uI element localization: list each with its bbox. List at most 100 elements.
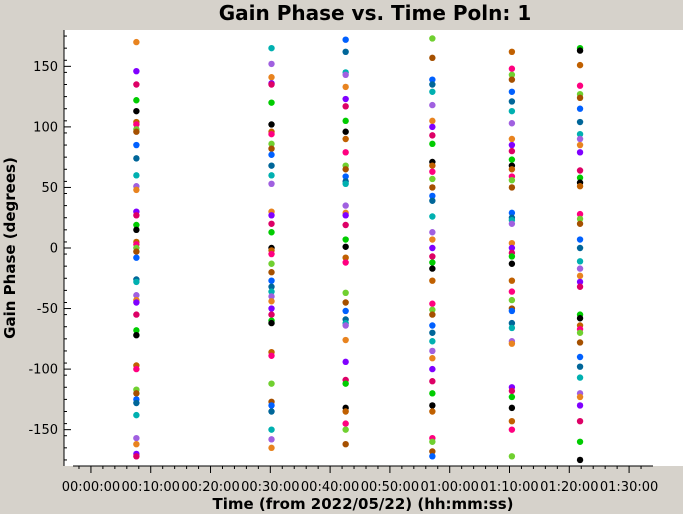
- data-point: [268, 288, 275, 295]
- data-point: [508, 166, 516, 173]
- data-point: [429, 197, 436, 204]
- data-point: [576, 244, 584, 252]
- data-point: [508, 277, 516, 284]
- data-point: [133, 38, 140, 46]
- data-point: [576, 82, 584, 89]
- data-point: [342, 103, 349, 110]
- data-point: [576, 141, 584, 149]
- x-tick-label: 01:00:00: [421, 480, 479, 495]
- data-point: [268, 277, 275, 284]
- data-point: [429, 259, 436, 266]
- data-point: [576, 61, 584, 69]
- x-tick-label: 00:50:00: [361, 480, 419, 495]
- data-point: [429, 117, 436, 125]
- data-point: [576, 94, 584, 102]
- data-point: [429, 76, 436, 83]
- data-point: [342, 289, 349, 297]
- data-point: [429, 338, 436, 345]
- data-point: [576, 374, 584, 381]
- data-point: [342, 336, 349, 344]
- data-point: [576, 220, 584, 227]
- data-point: [508, 107, 516, 115]
- data-point: [508, 453, 516, 460]
- data-point: [508, 65, 516, 72]
- data-point: [576, 283, 584, 290]
- data-point: [268, 436, 275, 443]
- data-point: [508, 48, 516, 55]
- data-point: [133, 332, 140, 339]
- data-point: [268, 408, 275, 415]
- data-point: [429, 213, 436, 220]
- data-point: [429, 244, 436, 252]
- data-point: [576, 149, 584, 156]
- data-point: [268, 305, 275, 312]
- data-point: [342, 380, 349, 387]
- data-point: [429, 236, 436, 243]
- data-point: [576, 183, 584, 190]
- data-point: [429, 355, 436, 362]
- data-point: [429, 265, 436, 272]
- data-point: [576, 167, 584, 174]
- data-point: [429, 192, 436, 200]
- data-point: [508, 244, 516, 252]
- data-point: [133, 172, 140, 179]
- data-point: [133, 327, 140, 334]
- data-point: [429, 253, 436, 260]
- data-point: [342, 95, 349, 103]
- data-point: [576, 417, 584, 425]
- data-point: [133, 81, 140, 88]
- data-point: [268, 352, 275, 359]
- data-point: [429, 306, 436, 313]
- data-point: [429, 322, 436, 329]
- data-point: [508, 319, 516, 327]
- data-point: [508, 404, 516, 412]
- data-point: [508, 220, 516, 227]
- data-point: [342, 307, 349, 315]
- y-tick-label: 0: [50, 242, 58, 257]
- x-tick-label: 00:40:00: [301, 480, 359, 495]
- y-tick-label: -150: [28, 423, 58, 438]
- data-point: [508, 98, 516, 105]
- data-point: [429, 300, 436, 307]
- data-point: [508, 76, 516, 83]
- data-point: [576, 393, 584, 401]
- x-tick-label: 01:10:00: [480, 480, 538, 495]
- data-point: [576, 236, 584, 243]
- data-point: [576, 329, 584, 336]
- data-point: [342, 166, 349, 173]
- data-point: [429, 448, 436, 455]
- data-point: [268, 260, 275, 267]
- data-point: [508, 88, 516, 95]
- y-tick-label: 150: [33, 60, 58, 75]
- data-point: [342, 117, 349, 125]
- data-point: [133, 441, 140, 448]
- data-point: [429, 365, 436, 373]
- data-point: [268, 151, 275, 158]
- data-point: [342, 408, 349, 415]
- data-point: [342, 128, 349, 135]
- data-point: [576, 174, 584, 181]
- data-point: [133, 453, 140, 460]
- x-tick-label: 00:30:00: [241, 480, 299, 495]
- data-point: [342, 173, 349, 180]
- data-point: [133, 212, 140, 219]
- data-point: [576, 315, 584, 322]
- data-point: [508, 141, 516, 149]
- data-point: [133, 141, 140, 149]
- data-point: [133, 254, 140, 261]
- data-point: [576, 438, 584, 445]
- data-point: [576, 105, 584, 112]
- data-point: [133, 186, 140, 194]
- data-point: [342, 243, 349, 250]
- y-tick-label: -100: [28, 363, 58, 378]
- data-point: [576, 265, 584, 272]
- data-point: [429, 453, 436, 460]
- data-point: [342, 135, 349, 143]
- data-point: [133, 155, 140, 162]
- chart-title: Gain Phase vs. Time Poln: 1: [219, 1, 532, 25]
- data-point: [508, 387, 516, 395]
- data-point: [429, 88, 436, 95]
- data-point: [576, 118, 584, 126]
- data-point: [576, 135, 584, 143]
